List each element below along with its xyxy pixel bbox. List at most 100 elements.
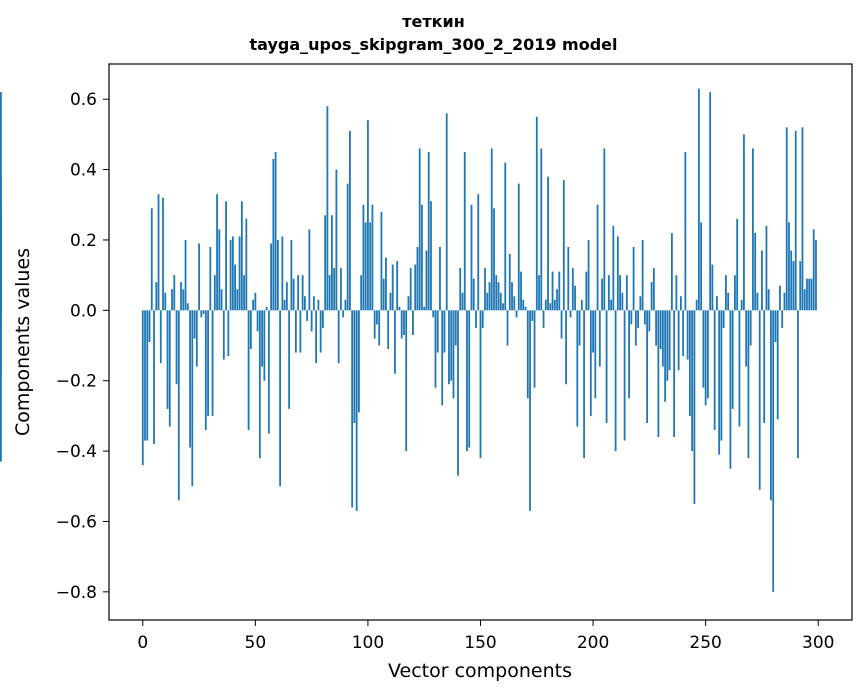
bar: [763, 310, 766, 423]
x-axis-label: Vector components: [388, 660, 572, 682]
bar: [270, 243, 273, 311]
bar: [621, 292, 624, 311]
bar: [240, 201, 243, 311]
bar: [799, 261, 802, 311]
bar: [333, 268, 336, 311]
bar: [234, 264, 236, 311]
bar: [758, 310, 761, 490]
bar: [148, 310, 151, 342]
bar: [430, 201, 432, 311]
bar: [702, 310, 705, 388]
y-tick-label: 0.0: [70, 301, 97, 321]
bar: [691, 310, 694, 452]
bar: [299, 310, 302, 353]
bar: [734, 275, 736, 311]
bar: [207, 310, 209, 416]
bar: [326, 106, 329, 311]
bar: [463, 151, 466, 311]
bar: [409, 268, 412, 311]
bar: [540, 148, 543, 311]
bar: [529, 310, 531, 511]
bar: [502, 303, 504, 311]
bar: [472, 278, 475, 311]
bar: [153, 310, 155, 445]
bar: [396, 261, 399, 311]
bar: [779, 285, 781, 311]
bar: [281, 236, 284, 311]
bar: [731, 310, 734, 409]
bar: [297, 275, 300, 311]
bar: [743, 134, 745, 311]
y-tick-label: −0.4: [56, 442, 97, 462]
bar: [752, 148, 754, 311]
bar: [288, 310, 291, 409]
bar: [427, 151, 430, 311]
y-tick-label: 0.2: [70, 231, 97, 251]
bar: [693, 310, 696, 504]
bar: [200, 310, 203, 318]
bar: [709, 92, 712, 311]
bar: [229, 239, 232, 311]
bar: [315, 310, 318, 364]
bar: [425, 250, 428, 311]
bar: [445, 113, 448, 311]
bar: [596, 204, 599, 311]
bar: [168, 310, 171, 427]
bar: [569, 310, 572, 318]
bar: [788, 222, 790, 311]
bar: [319, 310, 322, 353]
bar: [468, 310, 471, 448]
bar: [475, 310, 477, 328]
x-tick-label: 300: [802, 633, 834, 653]
bar: [754, 232, 757, 311]
bar: [652, 268, 655, 311]
bar: [180, 282, 182, 311]
bar: [722, 310, 725, 328]
bar: [175, 310, 178, 385]
chart-subtitle: tayga_upos_skipgram_300_2_2019 model: [249, 35, 618, 54]
bar: [441, 310, 444, 406]
bar: [700, 222, 703, 311]
bar: [646, 310, 649, 423]
bar: [195, 310, 198, 367]
bar: [434, 310, 437, 388]
bar: [562, 180, 565, 311]
bar: [657, 310, 660, 438]
bar: [592, 310, 594, 353]
bar: [515, 310, 518, 318]
bar: [643, 310, 646, 325]
bar: [794, 130, 797, 311]
bar: [308, 229, 311, 311]
bar: [330, 215, 333, 311]
bar: [340, 268, 342, 311]
bar: [576, 310, 579, 427]
bar: [231, 236, 234, 311]
bar: [448, 310, 450, 385]
bar: [783, 292, 786, 311]
bar: [220, 289, 223, 311]
bar: [571, 268, 574, 311]
bar: [630, 310, 633, 325]
bar: [247, 310, 250, 430]
bar: [589, 310, 592, 416]
bar: [524, 306, 527, 311]
bar: [508, 254, 511, 311]
bar: [765, 225, 768, 311]
bar: [792, 261, 795, 311]
bar: [637, 310, 640, 328]
bar: [641, 239, 644, 311]
bar: [648, 310, 651, 332]
bar: [520, 271, 522, 311]
bar: [290, 239, 293, 311]
bar: [369, 222, 372, 311]
bar: [358, 310, 360, 413]
bar: [272, 159, 275, 311]
bar: [285, 282, 288, 311]
bar: [729, 310, 732, 469]
bar: [0, 310, 2, 374]
bar: [601, 278, 603, 311]
bar: [211, 310, 214, 416]
bar: [725, 275, 727, 311]
bar: [695, 299, 698, 311]
bar: [470, 204, 473, 311]
